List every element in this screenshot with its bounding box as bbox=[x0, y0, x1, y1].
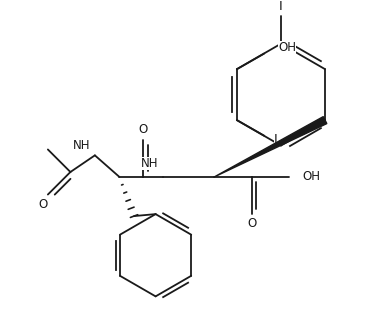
Text: O: O bbox=[247, 217, 256, 230]
Text: NH: NH bbox=[141, 157, 159, 170]
Text: I: I bbox=[274, 133, 278, 146]
Text: O: O bbox=[138, 123, 148, 136]
Text: NH: NH bbox=[72, 139, 90, 152]
Text: O: O bbox=[38, 198, 47, 211]
Polygon shape bbox=[214, 116, 327, 177]
Text: OH: OH bbox=[302, 171, 321, 183]
Text: I: I bbox=[279, 0, 283, 13]
Text: OH: OH bbox=[278, 41, 296, 54]
